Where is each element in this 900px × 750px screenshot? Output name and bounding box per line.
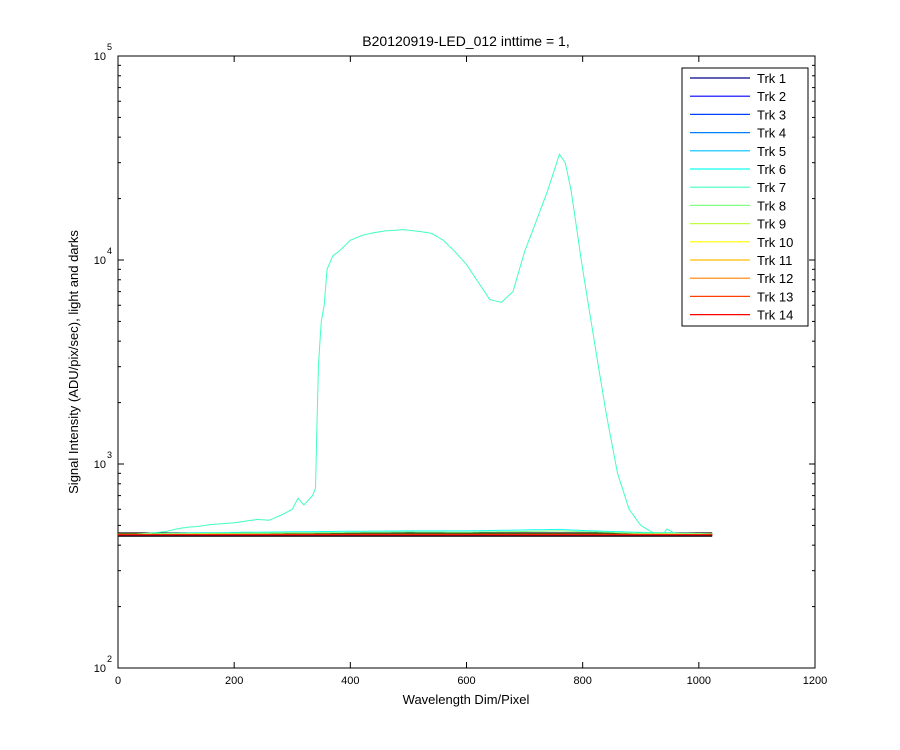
legend-label-trk-9: Trk 9 xyxy=(757,217,786,232)
x-tick-label: 800 xyxy=(573,675,591,687)
y-tick-exponent: 3 xyxy=(107,450,112,460)
y-tick-exponent: 5 xyxy=(107,42,112,52)
legend-label-trk-12: Trk 12 xyxy=(757,271,793,286)
legend-items: Trk 1 Trk 2 Trk 3 Trk 4 Trk 5 Trk 6 Trk 7 Trk 8… xyxy=(690,71,793,323)
y-axis-label: Signal Intensity (ADU/pix/sec), light an… xyxy=(66,230,81,494)
y-tick-label: 10 xyxy=(94,255,106,267)
series-line-trk-6 xyxy=(117,528,713,535)
y-tick-label: 10 xyxy=(94,51,106,63)
legend-label-trk-4: Trk 4 xyxy=(757,126,786,141)
legend-label-trk-8: Trk 8 xyxy=(757,198,786,213)
legend: Trk 1 Trk 2 Trk 3 Trk 4 Trk 5 Trk 6 Trk 7 Trk 8… xyxy=(681,67,809,327)
y-tick-label: 10 xyxy=(94,459,106,471)
legend-label-trk-3: Trk 3 xyxy=(757,107,786,122)
x-tick-label: 0 xyxy=(115,675,121,687)
x-tick-label: 1000 xyxy=(687,675,711,687)
series-line-trk-8 xyxy=(117,530,713,535)
legend-label-trk-5: Trk 5 xyxy=(757,144,786,159)
y-tick-label: 10 xyxy=(94,663,106,675)
legend-label-trk-14: Trk 14 xyxy=(757,308,793,323)
legend-label-trk-2: Trk 2 xyxy=(757,89,786,104)
axis-ticks xyxy=(117,55,816,669)
legend-label-trk-1: Trk 1 xyxy=(757,71,786,86)
y-tick-exponent: 2 xyxy=(107,654,112,664)
series-line-trk-7 xyxy=(117,153,713,536)
x-tick-label: 200 xyxy=(225,675,243,687)
x-tick-label: 400 xyxy=(341,675,359,687)
x-tick-labels: 0 200 400 600 800 1000 1200 xyxy=(115,675,827,687)
legend-box xyxy=(681,67,809,327)
x-axis-label: Wavelength Dim/Pixel xyxy=(403,692,530,707)
series-lines xyxy=(117,153,713,537)
legend-label-trk-10: Trk 10 xyxy=(757,235,793,250)
y-tick-exponent: 4 xyxy=(107,246,112,256)
legend-label-trk-7: Trk 7 xyxy=(757,180,786,195)
legend-label-trk-13: Trk 13 xyxy=(757,289,793,304)
x-tick-label: 1200 xyxy=(803,675,827,687)
chart-title: B20120919-LED_012 inttime = 1, xyxy=(362,33,569,49)
legend-label-trk-11: Trk 11 xyxy=(757,253,792,268)
legend-label-trk-6: Trk 6 xyxy=(757,162,786,177)
x-tick-label: 600 xyxy=(457,675,475,687)
